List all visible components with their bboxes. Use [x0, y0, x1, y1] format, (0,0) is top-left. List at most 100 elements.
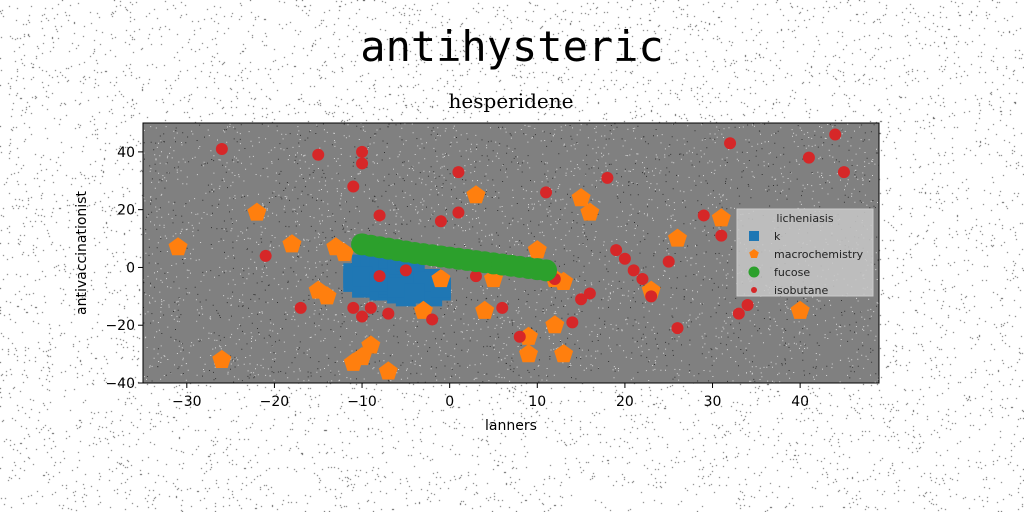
- legend: licheniasis k macrochemistry fucose isobuta…: [736, 208, 874, 297]
- legend-label: isobutane: [774, 284, 828, 297]
- data-point: [282, 234, 302, 253]
- data-point: [168, 237, 188, 256]
- data-point: [645, 290, 658, 303]
- data-point: [668, 228, 687, 247]
- series-macrochemistry: [168, 185, 810, 380]
- y-axis-label: antivaccinationist: [74, 191, 90, 315]
- data-point: [636, 273, 649, 285]
- data-point: [431, 269, 451, 288]
- legend-label: fucose: [774, 266, 810, 279]
- x-axis-label: lanners: [485, 418, 537, 434]
- data-point: [475, 300, 495, 319]
- data-point: [545, 315, 565, 334]
- x-tick-label: 0: [445, 394, 454, 410]
- data-point: [259, 249, 272, 262]
- data-point: [601, 171, 614, 184]
- data-point: [580, 202, 600, 221]
- data-point: [829, 128, 842, 141]
- data-point: [715, 229, 728, 242]
- data-point: [404, 283, 425, 304]
- data-point: [347, 301, 360, 314]
- data-point: [356, 145, 369, 158]
- data-point: [513, 330, 526, 343]
- x-tick-label: −10: [347, 394, 377, 410]
- legend-marker: [748, 266, 760, 278]
- x-tick-label: −20: [260, 394, 290, 410]
- data-point: [413, 300, 433, 319]
- x-tick-label: 10: [528, 394, 546, 410]
- y-tick-label: 0: [126, 260, 135, 276]
- data-point: [571, 188, 591, 207]
- legend-item-macrochemistry: macrochemistry: [749, 248, 864, 261]
- legend-title: licheniasis: [776, 212, 833, 225]
- plot-frame: [142, 122, 880, 384]
- data-point: [335, 243, 354, 262]
- data-point: [469, 270, 482, 283]
- y-tick-label: 40: [117, 145, 135, 161]
- data-point: [566, 316, 579, 329]
- data-point: [662, 255, 675, 268]
- data-point: [519, 344, 538, 363]
- data-point: [627, 264, 640, 277]
- x-tick-label: 30: [704, 394, 722, 410]
- data-point: [317, 286, 337, 305]
- data-point: [466, 185, 486, 204]
- data-point: [540, 186, 553, 199]
- y-tick-label: −40: [105, 376, 135, 392]
- data-point: [697, 209, 710, 222]
- data-point: [802, 151, 815, 164]
- data-point: [356, 157, 369, 170]
- data-point: [554, 344, 574, 363]
- data-point: [527, 240, 547, 259]
- x-tick-label: 40: [791, 394, 809, 410]
- data-point: [352, 266, 373, 287]
- data-point: [426, 313, 439, 326]
- chart-title: hesperidene: [449, 89, 574, 113]
- y-tick-label: 20: [117, 203, 135, 219]
- data-point: [741, 299, 754, 311]
- data-point: [711, 208, 731, 227]
- data-point: [247, 202, 267, 221]
- data-point: [373, 270, 386, 283]
- series-isobutane: [215, 128, 850, 343]
- legend-marker: [751, 287, 757, 293]
- data-point: [364, 301, 377, 314]
- data-point: [399, 264, 412, 277]
- data-point: [434, 215, 447, 228]
- data-point: [671, 322, 684, 335]
- data-point: [496, 301, 509, 314]
- legend-label: k: [774, 230, 781, 243]
- legend-label: macrochemistry: [774, 248, 864, 261]
- data-point: [347, 180, 360, 193]
- x-axis: −30 −20 −10 0 10 20 30 40: [172, 383, 809, 410]
- legend-marker: [749, 231, 759, 241]
- data-point: [724, 137, 737, 150]
- data-point: [452, 206, 465, 219]
- y-tick-label: −20: [105, 318, 135, 334]
- data-point: [382, 307, 395, 320]
- series-fucose: [351, 233, 558, 282]
- data-point: [618, 252, 631, 265]
- legend-box: [736, 208, 874, 297]
- data-point: [361, 335, 381, 354]
- x-tick-label: 20: [616, 394, 634, 410]
- data-point: [452, 166, 465, 179]
- legend-marker: [749, 249, 759, 258]
- data-point: [212, 349, 232, 368]
- series-k: [343, 248, 451, 307]
- data-point: [535, 259, 558, 282]
- series-layer: [168, 128, 850, 380]
- data-point: [790, 300, 810, 319]
- legend-item-k: k: [749, 230, 781, 243]
- data-point: [575, 293, 588, 306]
- data-point: [373, 209, 386, 222]
- y-axis: −40 −20 0 20 40: [105, 145, 143, 392]
- data-point: [837, 166, 850, 179]
- data-point: [215, 143, 228, 155]
- figure-suptitle: antihysteric: [360, 22, 664, 71]
- data-point: [610, 244, 623, 257]
- data-point: [312, 148, 325, 161]
- data-point: [294, 301, 307, 314]
- data-point: [583, 287, 596, 300]
